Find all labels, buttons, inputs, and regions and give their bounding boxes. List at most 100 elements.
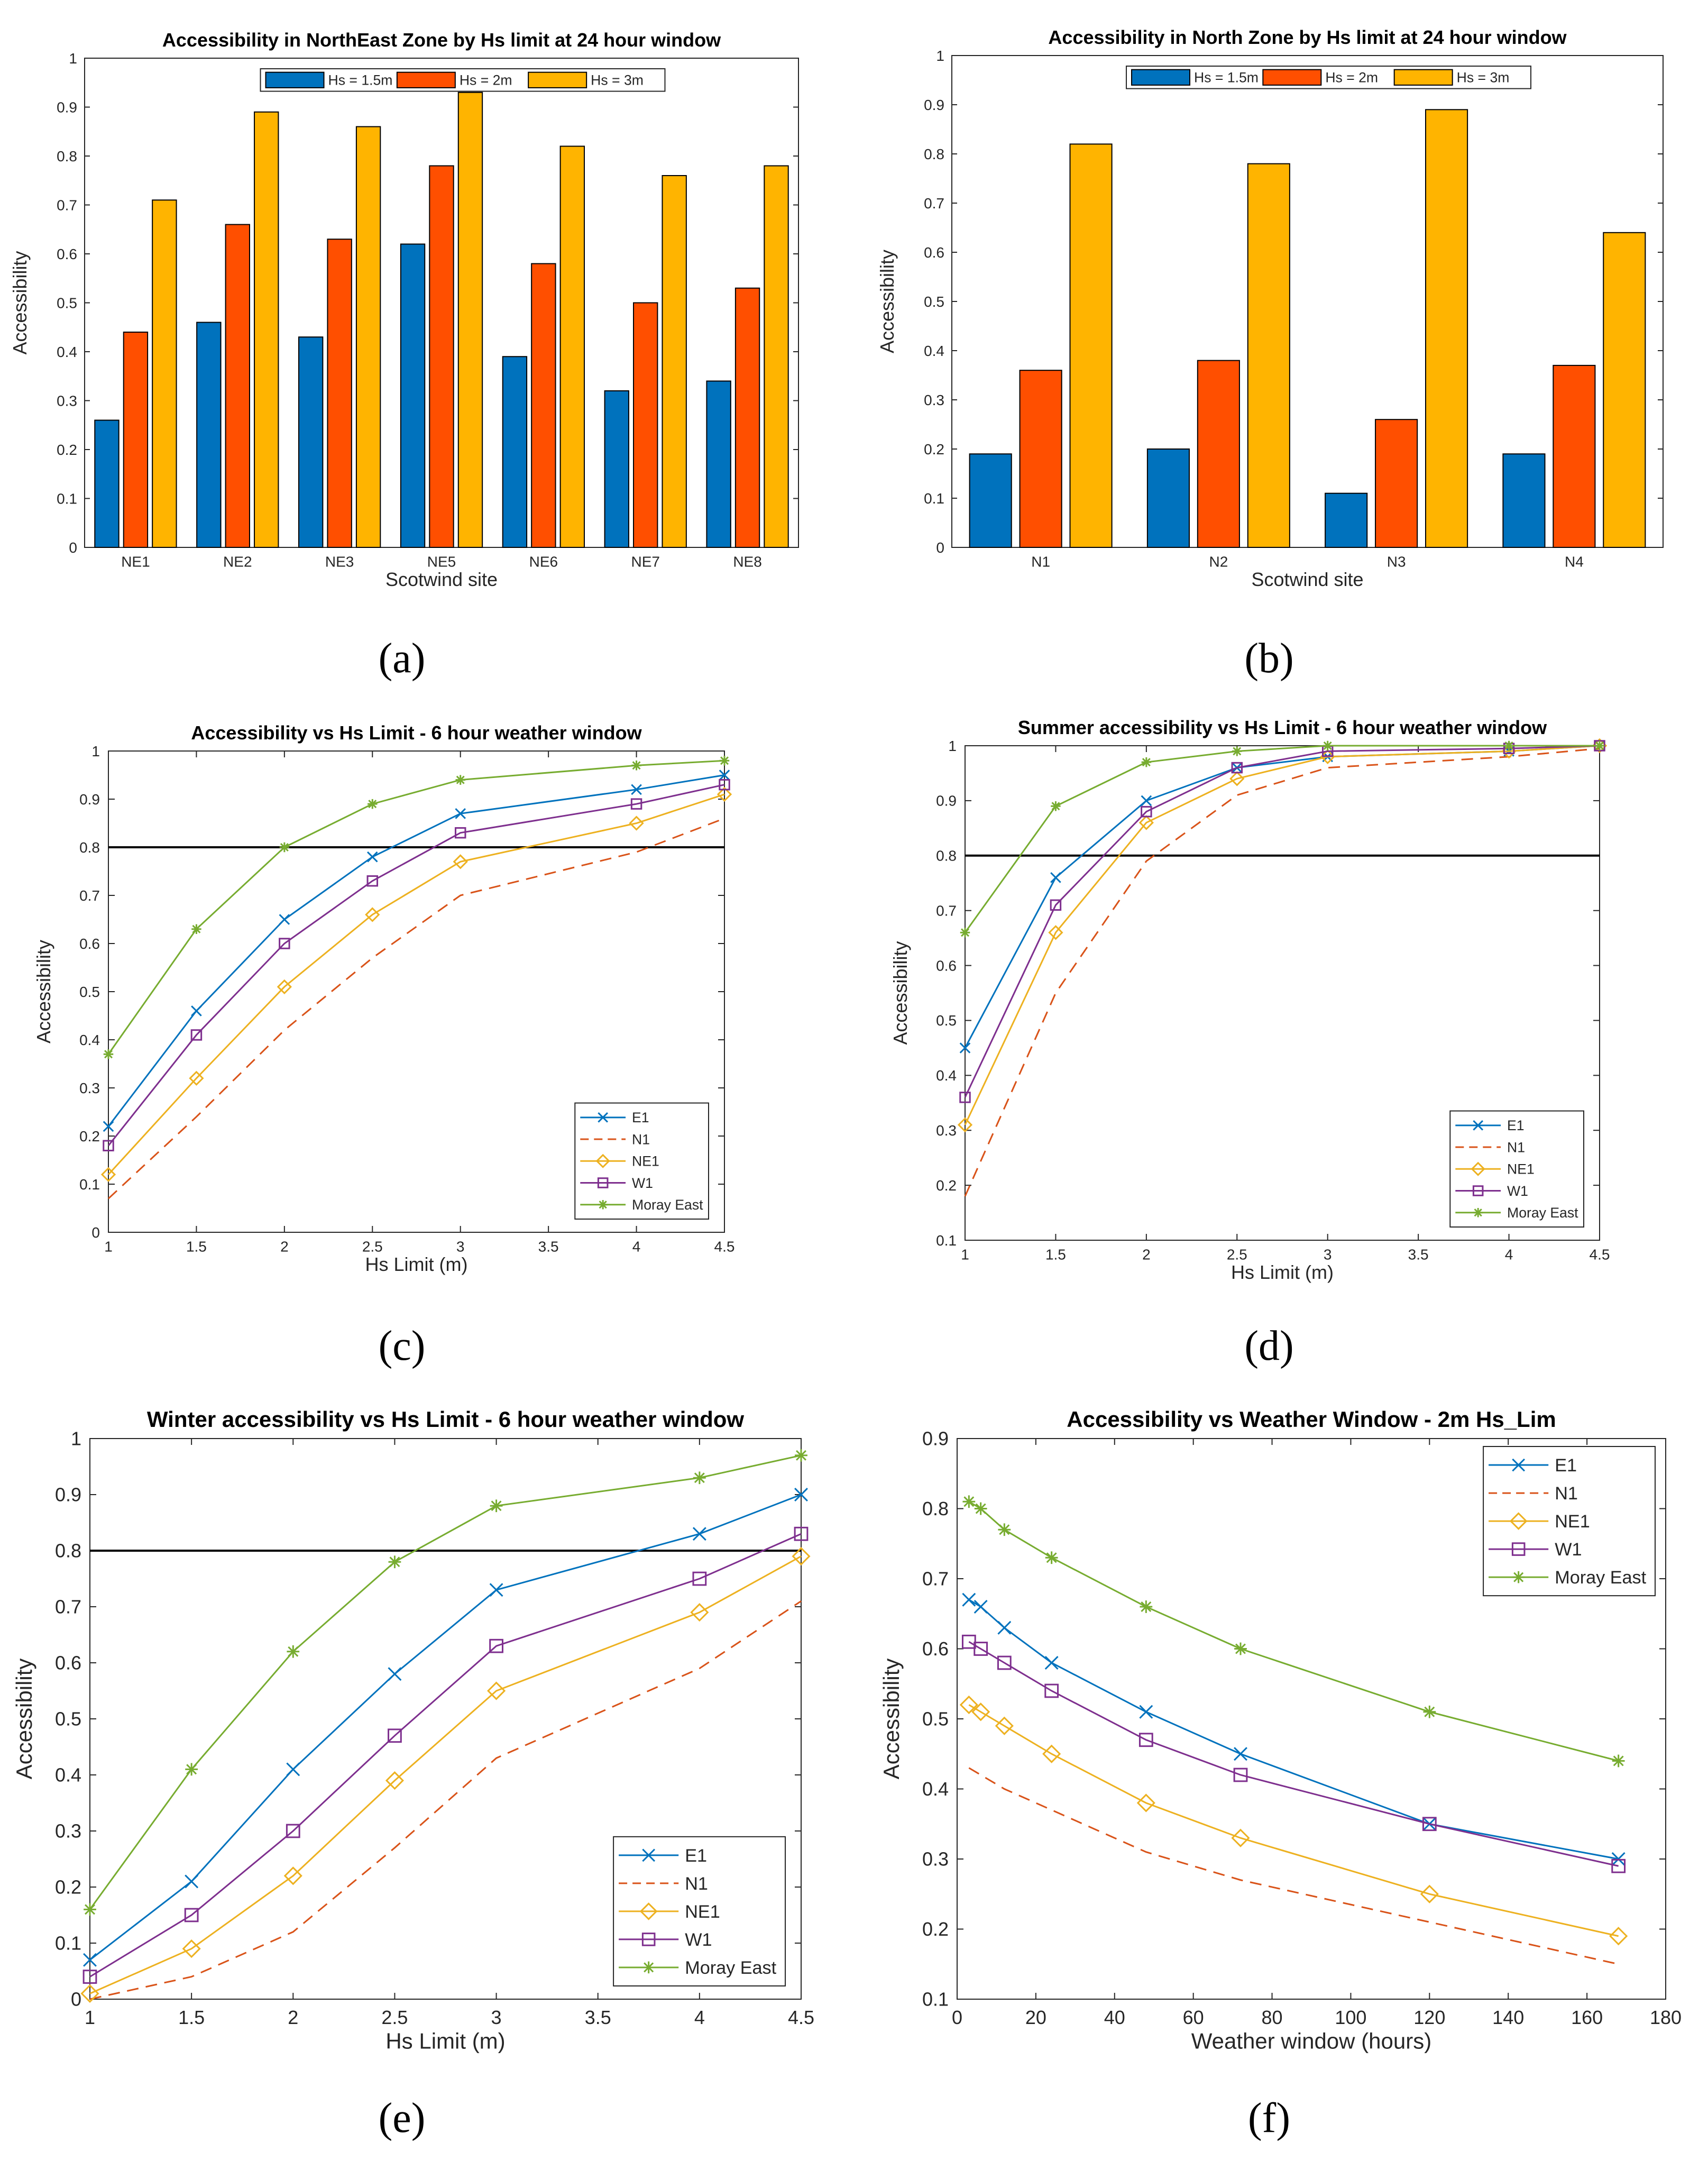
legend-marker bbox=[595, 1153, 610, 1168]
bar bbox=[531, 263, 556, 548]
data-point bbox=[631, 784, 642, 795]
x-tick-label: NE2 bbox=[223, 553, 252, 570]
bar bbox=[1553, 364, 1596, 548]
line-chart-weather-window: 0.1 0.2 0.3 0.4 0.5 0.6 0.7 0.8 0.9 0 20 40 60 80 100 1… bbox=[879, 1407, 1682, 2054]
legend-label: Hs = 2m bbox=[1325, 70, 1378, 86]
data-point bbox=[80, 1984, 99, 2003]
bar bbox=[457, 91, 483, 548]
series-line bbox=[968, 1641, 1619, 1867]
series-line bbox=[107, 793, 725, 1175]
bar bbox=[254, 111, 279, 548]
y-axis-label: Accessibility bbox=[33, 940, 54, 1043]
y-tick-label: 1 bbox=[69, 50, 77, 67]
data-point bbox=[629, 816, 644, 831]
bar bbox=[123, 332, 149, 548]
y-tick-label: 0.3 bbox=[924, 392, 944, 408]
data-point bbox=[1233, 1768, 1248, 1782]
data-point bbox=[286, 1762, 300, 1777]
y-tick-label: 0.9 bbox=[79, 791, 100, 808]
y-axis-label: Accessibility bbox=[889, 941, 911, 1045]
y-tick-label: 0.1 bbox=[924, 490, 944, 507]
y-tick-label: 0.8 bbox=[936, 848, 957, 864]
data-point bbox=[1611, 1858, 1626, 1873]
y-tick-label: 0.2 bbox=[922, 1918, 949, 1940]
chart-panel-b: 0 0.1 0.2 0.3 0.4 0.5 0.6 0.7 0.8 0.9 1 N1 N2 N3 N4 Acc… bbox=[854, 0, 1708, 698]
chart-title: Accessibility vs Hs Limit - 6 hour weath… bbox=[191, 722, 642, 744]
chart-panel-a: 0 0.1 0.2 0.3 0.4 0.5 0.6 0.7 0.8 0.9 1 NE1 NE2 NE3 NE… bbox=[0, 0, 854, 698]
data-point bbox=[366, 875, 379, 887]
y-tick-label: 1 bbox=[71, 1428, 81, 1450]
x-axis-label: Hs Limit (m) bbox=[385, 2029, 505, 2054]
x-tick-label: 1 bbox=[85, 2007, 95, 2028]
chart-panel-c: 0 0.1 0.2 0.3 0.4 0.5 0.6 0.7 0.8 0.9 1 1 1.5 2 2.5 3 3.… bbox=[0, 698, 854, 1396]
chart-title: Accessibility in NorthEast Zone by Hs li… bbox=[162, 29, 721, 51]
legend-label: E1 bbox=[1555, 1455, 1577, 1476]
series-line bbox=[964, 745, 1600, 1125]
x-tick-label: 2 bbox=[280, 1238, 289, 1255]
legend-label: N1 bbox=[1507, 1139, 1525, 1155]
legend-label: NE1 bbox=[1507, 1161, 1535, 1177]
bar bbox=[1069, 143, 1113, 548]
y-axis-label: Accessibility bbox=[876, 250, 898, 353]
y-tick-label: 0.5 bbox=[57, 295, 77, 311]
y-tick-label: 0.8 bbox=[55, 1540, 81, 1562]
chart-title: Accessibility vs Weather Window - 2m Hs_… bbox=[1067, 1407, 1556, 1432]
data-point bbox=[388, 1555, 401, 1569]
axes-box bbox=[965, 745, 1600, 1241]
x-tick-label: 2.5 bbox=[362, 1238, 383, 1255]
bar-chart-north: 0 0.1 0.2 0.3 0.4 0.5 0.6 0.7 0.8 0.9 1 N1 N2 N3 N4 Acc… bbox=[876, 26, 1664, 590]
bar bbox=[355, 126, 381, 548]
y-tick-label: 0.2 bbox=[79, 1128, 100, 1144]
x-tick-label: 60 bbox=[1183, 2007, 1204, 2028]
legend-marker bbox=[598, 1112, 609, 1123]
bar bbox=[1425, 109, 1468, 548]
y-tick-label: 0 bbox=[91, 1224, 100, 1241]
x-axis-label: Scotwind site bbox=[385, 569, 498, 590]
x-tick-label: 3 bbox=[456, 1238, 465, 1255]
x-tick-label: 20 bbox=[1025, 2007, 1046, 2028]
data-point bbox=[1138, 815, 1154, 830]
data-point bbox=[692, 1527, 706, 1541]
legend-marker bbox=[1512, 1571, 1525, 1583]
x-axis-label: Scotwind site bbox=[1251, 569, 1363, 590]
data-point bbox=[1234, 1747, 1247, 1761]
data-point bbox=[717, 786, 732, 802]
data-point bbox=[795, 1449, 807, 1462]
data-point bbox=[1609, 1927, 1628, 1946]
y-tick-label: 0.6 bbox=[57, 246, 77, 262]
bar bbox=[969, 453, 1012, 548]
data-point bbox=[792, 1547, 811, 1566]
data-point bbox=[103, 1140, 114, 1151]
data-point bbox=[490, 1499, 503, 1513]
data-point bbox=[185, 1763, 198, 1776]
legend-box bbox=[1126, 66, 1531, 89]
data-point bbox=[962, 1592, 976, 1607]
bar bbox=[225, 224, 250, 548]
x-tick-label: NE7 bbox=[631, 553, 659, 570]
bar bbox=[734, 287, 760, 548]
data-point bbox=[84, 1903, 96, 1916]
legend-label: Moray East bbox=[685, 1958, 776, 1978]
legend-marker bbox=[598, 1199, 608, 1210]
data-point bbox=[971, 1702, 990, 1722]
y-tick-label: 0.8 bbox=[57, 148, 77, 164]
y-tick-label: 0.8 bbox=[924, 146, 944, 162]
bar bbox=[196, 322, 222, 548]
data-point bbox=[998, 1523, 1011, 1536]
x-tick-label: 0 bbox=[952, 2007, 962, 2028]
series-line bbox=[107, 817, 725, 1199]
data-point bbox=[1234, 1642, 1247, 1655]
legend-swatch bbox=[1131, 69, 1191, 86]
y-tick-label: 0.9 bbox=[55, 1484, 81, 1506]
data-point bbox=[1140, 1600, 1153, 1613]
legend-label: N1 bbox=[632, 1131, 650, 1147]
x-tick-label: NE3 bbox=[325, 553, 354, 570]
data-point bbox=[997, 1655, 1012, 1670]
data-point bbox=[489, 1638, 503, 1653]
bar bbox=[152, 199, 177, 548]
legend-label: NE1 bbox=[1555, 1512, 1590, 1532]
legend-label: Hs = 3m bbox=[1457, 70, 1510, 86]
legend-marker bbox=[1512, 1458, 1526, 1472]
x-tick-label: N2 bbox=[1209, 553, 1228, 570]
data-point bbox=[453, 854, 468, 869]
